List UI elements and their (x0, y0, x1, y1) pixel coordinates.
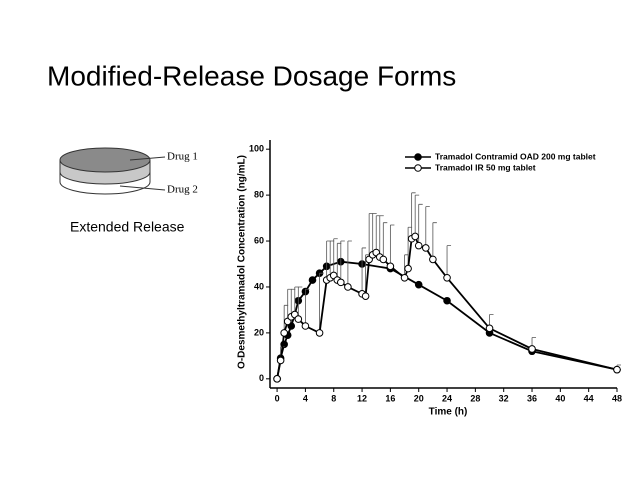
data-point (337, 278, 345, 287)
x-tick-label: 48 (612, 393, 622, 403)
data-point (404, 264, 412, 273)
x-tick-label: 24 (442, 393, 452, 403)
data-point (301, 322, 310, 330)
data-point (294, 315, 303, 323)
y-tick-label: 40 (254, 281, 264, 291)
layer-label: Drug 2 (167, 184, 198, 196)
x-tick-label: 16 (385, 393, 395, 403)
error-bar (425, 206, 430, 248)
x-axis-label: Time (h) (429, 407, 468, 418)
x-tick-label: 36 (527, 393, 537, 403)
error-bar (319, 272, 324, 333)
layer-label: Drug 1 (167, 151, 198, 163)
data-point (485, 324, 494, 333)
x-tick-label: 40 (555, 393, 565, 403)
data-point (421, 244, 430, 252)
data-point (411, 232, 419, 241)
data-point (429, 255, 437, 264)
data-point (443, 296, 451, 305)
data-point (379, 255, 388, 264)
caption: Extended Release (70, 219, 185, 235)
x-tick-label: 8 (331, 393, 336, 403)
data-point (280, 329, 288, 337)
data-point (414, 280, 423, 289)
y-tick-label: 0 (259, 373, 264, 383)
legend-marker (414, 164, 422, 172)
error-bar (326, 240, 331, 281)
error-bar (305, 288, 310, 326)
error-bar (340, 240, 345, 283)
data-point (613, 365, 621, 374)
legend-label: Tramadol IR 50 mg tablet (435, 162, 536, 172)
legend-marker (414, 153, 422, 161)
error-bar (379, 215, 384, 258)
error-bar (361, 247, 367, 294)
error-bar (414, 194, 420, 237)
x-tick-label: 12 (357, 393, 367, 403)
y-tick-label: 60 (254, 235, 264, 245)
data-point (273, 375, 281, 383)
error-bar (372, 213, 377, 255)
error-bar (389, 224, 395, 267)
x-tick-label: 20 (414, 393, 424, 403)
error-bar (333, 238, 338, 276)
tablet-diagram: Drug 1 Drug 2 (59, 147, 198, 196)
data-point (400, 273, 409, 282)
error-bar (382, 222, 388, 260)
data-point (361, 292, 370, 300)
data-point (315, 329, 324, 337)
error-bar (411, 192, 416, 239)
error-bar (446, 245, 452, 278)
error-bar (347, 240, 352, 287)
y-tick-label: 100 (249, 144, 264, 154)
data-point (308, 276, 317, 284)
error-bar (432, 222, 437, 260)
slide-title: Modified-Release Dosage Forms (47, 60, 456, 91)
x-tick-label: 32 (499, 393, 509, 403)
x-tick-label: 28 (470, 393, 480, 403)
error-bar (418, 203, 423, 246)
x-tick-label: 44 (584, 393, 594, 403)
x-tick-label: 4 (303, 393, 308, 403)
x-tick-label: 0 (275, 393, 280, 403)
y-tick-label: 80 (254, 189, 264, 199)
data-point (344, 283, 352, 291)
legend-label: Tramadol Contramid OAD 200 mg tablet (435, 151, 596, 161)
error-bar (368, 213, 374, 260)
data-point (528, 345, 536, 353)
data-point (443, 273, 451, 282)
y-tick-label: 20 (254, 327, 264, 337)
data-point (386, 262, 395, 271)
data-point (414, 241, 423, 250)
y-axis-label: O-Desmethyltramadol Concentration (ng/mL… (237, 155, 248, 369)
data-point (276, 356, 285, 365)
